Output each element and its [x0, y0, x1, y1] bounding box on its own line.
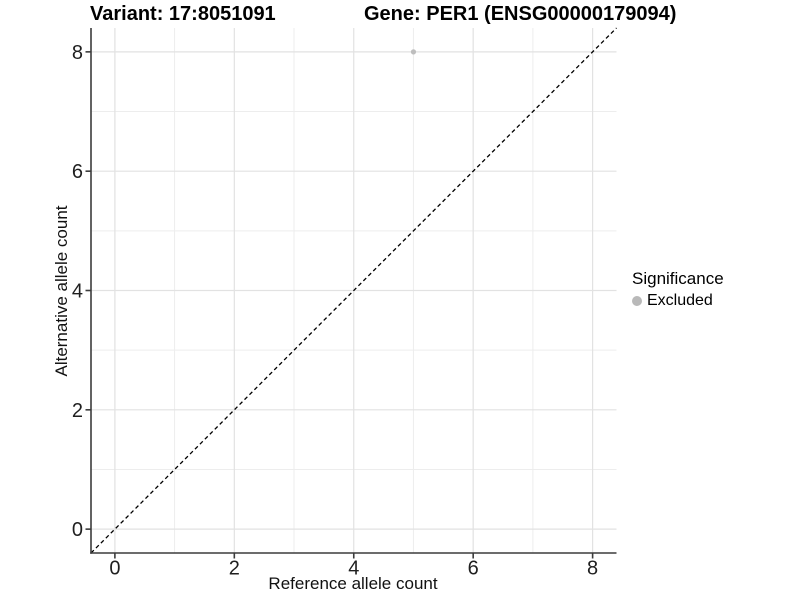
y-tick-label: 8 — [72, 42, 83, 64]
plot-title-variant: Variant: 17:8051091 — [90, 3, 276, 25]
legend-item-excluded: Excluded — [632, 291, 724, 311]
plot-title-gene: Gene: PER1 (ENSG00000179094) — [364, 3, 677, 25]
x-tick-label: 4 — [348, 558, 359, 580]
excluded-point-icon — [632, 296, 642, 307]
x-tick-label: 2 — [229, 558, 240, 580]
x-tick-label: 8 — [587, 558, 598, 580]
data-point — [410, 49, 417, 55]
y-axis-title: Alternative allele count — [52, 205, 71, 377]
legend-item-label: Excluded — [647, 292, 713, 310]
legend-title: Significance — [632, 269, 724, 288]
x-tick-label: 0 — [109, 558, 120, 580]
y-tick-label: 4 — [72, 281, 83, 303]
y-tick-label: 2 — [72, 400, 83, 422]
y-tick-label: 0 — [72, 519, 83, 541]
y-tick-label: 6 — [72, 161, 83, 183]
identity-dashed-line — [90, 27, 617, 554]
x-axis-title: Reference allele count — [268, 574, 438, 593]
legend: Significance Excluded — [632, 268, 724, 311]
x-tick-label: 6 — [468, 558, 479, 580]
